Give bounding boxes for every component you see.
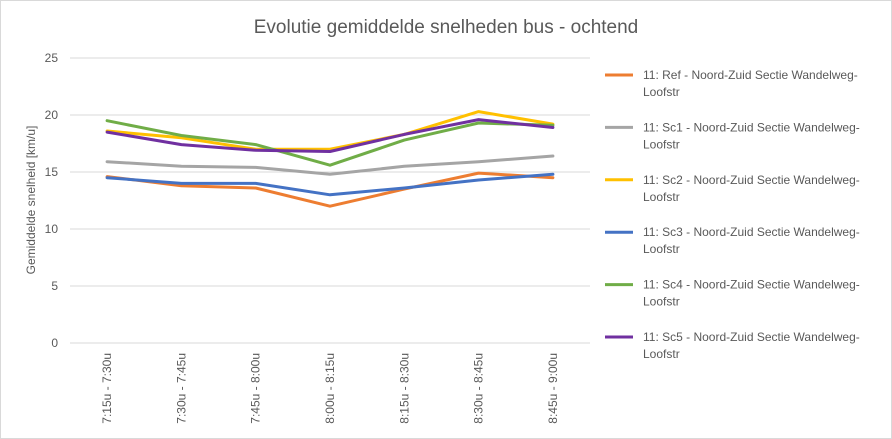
legend-item: 11: Sc5 - Noord-Zuid Sectie Wandelweg- Lo…: [605, 330, 860, 361]
x-tick-label: 7:15u - 7:30u: [100, 353, 114, 424]
y-tick-label: 15: [45, 165, 59, 179]
legend-item: 11: Sc4 - Noord-Zuid Sectie Wandelweg- Lo…: [605, 278, 860, 309]
legend-label: 11: Sc2 - Noord-Zuid Sectie Wandelweg-: [643, 173, 860, 187]
x-axis-ticks: 7:15u - 7:30u 7:30u - 7:45u 7:45u - 8:00u 8…: [100, 353, 560, 424]
legend-label: Loofstr: [643, 347, 680, 361]
legend-label: 11: Sc1 - Noord-Zuid Sectie Wandelweg-: [643, 120, 860, 134]
legend-label: 11: Sc3 - Noord-Zuid Sectie Wandelweg-: [643, 225, 860, 239]
series-lines: [105, 110, 555, 208]
legend-item: 11: Sc1 - Noord-Zuid Sectie Wandelweg- Lo…: [605, 120, 860, 151]
gridlines: [70, 57, 590, 344]
legend-label: 11: Sc4 - Noord-Zuid Sectie Wandelweg-: [643, 278, 860, 292]
x-tick-label: 7:30u - 7:45u: [174, 353, 188, 424]
y-tick-label: 10: [45, 222, 59, 236]
chart-title: Evolutie gemiddelde snelheden bus - ocht…: [254, 17, 639, 38]
legend-label: Loofstr: [643, 242, 680, 256]
legend-label: Loofstr: [643, 190, 680, 204]
series-line-2: [105, 110, 555, 151]
series-line-1: [105, 154, 555, 176]
x-tick-label: 8:30u - 8:45u: [472, 353, 486, 424]
x-tick-label: 8:15u - 8:30u: [397, 353, 411, 424]
series-line-4: [105, 119, 555, 167]
y-axis-label: Gemiddelde snelheid [km/u]: [24, 126, 38, 275]
legend-item: 11: Sc3 - Noord-Zuid Sectie Wandelweg- Lo…: [605, 225, 860, 256]
y-tick-label: 0: [51, 336, 58, 350]
legend-label: 11: Ref - Noord-Zuid Sectie Wandelweg-: [643, 68, 858, 82]
legend-label: Loofstr: [643, 85, 680, 99]
series-line-5: [105, 118, 555, 153]
x-tick-label: 7:45u - 8:00u: [249, 353, 263, 424]
y-axis-ticks: 0 5 10 15 20 25: [45, 51, 59, 350]
y-tick-label: 5: [51, 279, 58, 293]
legend-label: Loofstr: [643, 137, 680, 151]
legend: 11: Ref - Noord-Zuid Sectie Wandelweg- Lo…: [605, 68, 860, 361]
x-tick-label: 8:45u - 9:00u: [546, 353, 560, 424]
y-tick-label: 20: [45, 108, 59, 122]
series-line-3: [105, 172, 555, 197]
legend-label: Loofstr: [643, 295, 680, 309]
legend-item: 11: Sc2 - Noord-Zuid Sectie Wandelweg- Lo…: [605, 173, 860, 204]
legend-label: 11: Sc5 - Noord-Zuid Sectie Wandelweg-: [643, 330, 860, 344]
y-tick-label: 25: [45, 51, 59, 65]
x-tick-label: 8:00u - 8:15u: [323, 353, 337, 424]
series-line-0: [105, 171, 555, 208]
legend-item: 11: Ref - Noord-Zuid Sectie Wandelweg- Lo…: [605, 68, 858, 99]
